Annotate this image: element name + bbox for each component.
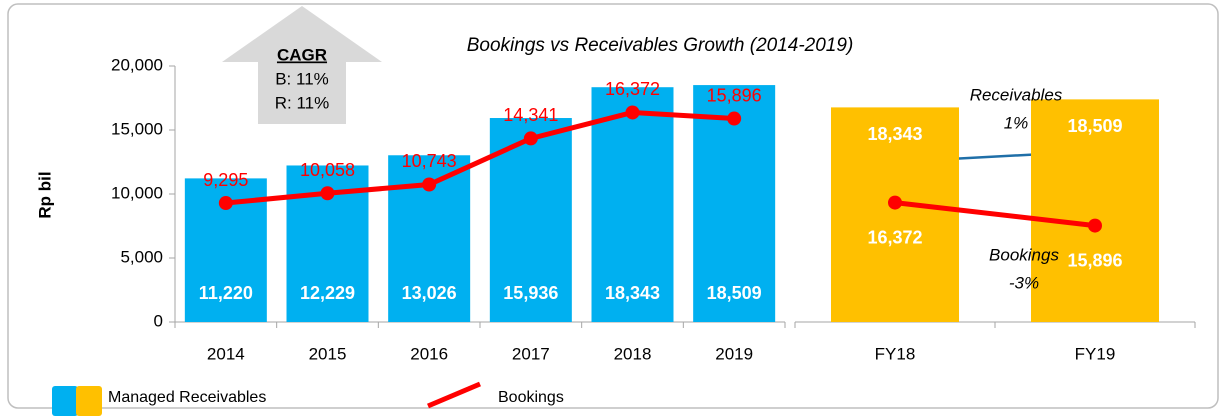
- chart-title: Bookings vs Receivables Growth (2014-201…: [467, 35, 854, 56]
- line-point: [218, 196, 233, 211]
- bar-value-label: 15,936: [503, 283, 558, 303]
- y-tick-label: 0: [154, 311, 163, 330]
- bar: [831, 107, 959, 322]
- x-tick-label: 2019: [715, 344, 753, 363]
- line-point: [422, 177, 437, 192]
- legend-line: [427, 381, 481, 409]
- line-value-label: 15,896: [707, 85, 762, 105]
- bar-value-label: 13,026: [402, 283, 457, 303]
- bar-value-label: 18,343: [867, 124, 922, 144]
- bar: [591, 87, 674, 323]
- x-tick-label: FY18: [875, 344, 916, 363]
- line-value-label: 15,896: [1067, 250, 1122, 270]
- line-value-label: 10,743: [402, 151, 457, 171]
- line-point: [625, 105, 640, 120]
- bar-value-label: 18,509: [1067, 116, 1122, 136]
- line-value-label: 10,058: [300, 160, 355, 180]
- x-tick-label: FY19: [1075, 344, 1116, 363]
- y-tick-label: 20,000: [111, 55, 163, 74]
- x-tick-label: 2017: [512, 344, 550, 363]
- legend-label: Managed Receivables: [108, 389, 266, 406]
- cagr-line: B: 11%: [275, 69, 329, 88]
- bar-value-label: 18,509: [707, 283, 762, 303]
- x-tick-label: 2018: [614, 344, 652, 363]
- annotation-title: Receivables: [970, 85, 1063, 104]
- line-point: [320, 186, 335, 201]
- line: [225, 109, 735, 206]
- cagr-arrow: [222, 6, 382, 124]
- y-axis-label: Rp bil: [35, 171, 54, 218]
- bar-value-label: 12,229: [300, 283, 355, 303]
- line: [894, 200, 1096, 229]
- cagr-line: R: 11%: [275, 93, 330, 112]
- line-value-label: 16,372: [605, 79, 660, 99]
- legend-swatch: [76, 386, 102, 416]
- line-value-label: 16,372: [867, 227, 922, 247]
- line-value-label: 14,341: [503, 105, 558, 125]
- cagr-title: CAGR: [277, 45, 327, 64]
- x-tick-label: 2014: [207, 344, 245, 363]
- line-point: [727, 111, 742, 126]
- legend-label: Bookings: [498, 389, 564, 406]
- annotation-text: -3%: [1009, 273, 1039, 292]
- y-tick-label: 15,000: [111, 119, 163, 138]
- line-value-label: 9,295: [203, 170, 248, 190]
- bar: [1031, 99, 1159, 322]
- legend-swatch: [52, 386, 78, 416]
- line-point: [523, 131, 538, 146]
- bar-value-label: 18,343: [605, 283, 660, 303]
- annotation-text: 1%: [1004, 113, 1029, 132]
- line-point: [1088, 218, 1102, 233]
- annotation-title: Bookings: [989, 245, 1059, 264]
- y-tick-label: 10,000: [111, 183, 163, 202]
- y-tick-label: 5,000: [120, 247, 163, 266]
- x-tick-label: 2016: [410, 344, 448, 363]
- bar-value-label: 11,220: [199, 283, 253, 303]
- x-tick-label: 2015: [309, 344, 347, 363]
- line-point: [888, 195, 902, 210]
